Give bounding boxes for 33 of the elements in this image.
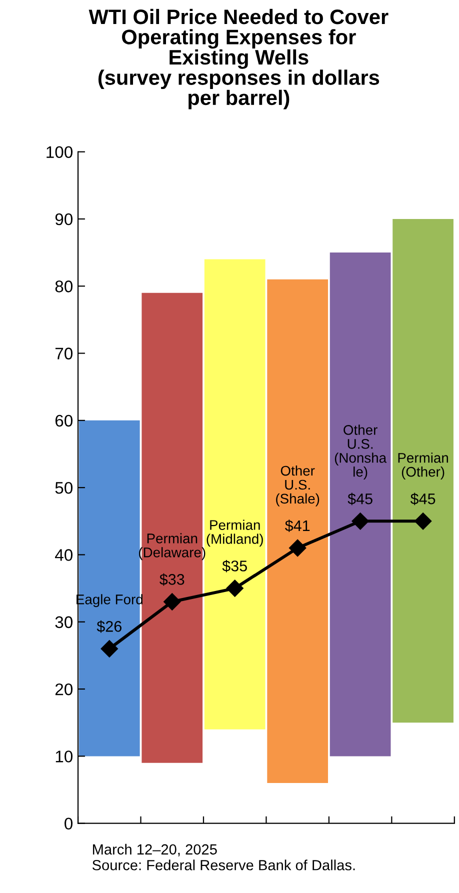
bar — [267, 279, 328, 784]
data-label: $35 — [222, 560, 247, 572]
bar — [330, 252, 391, 756]
y-tick-label: 60 — [55, 414, 73, 427]
text: March 12–20, 2025 Source: Federal Reserve Bank of Dallas. — [92, 844, 355, 870]
y-tick-label: 0 — [64, 818, 73, 830]
y-tick-label: 30 — [55, 616, 73, 628]
data-label: $45 — [348, 492, 372, 506]
x-tick-label: Other U.S. (Nonsha le) — [334, 424, 387, 480]
bar — [204, 259, 266, 730]
point — [289, 539, 306, 557]
bar — [392, 218, 454, 723]
y-tick-label: 20 — [55, 683, 73, 696]
point — [352, 512, 369, 530]
point — [226, 580, 244, 597]
y-tick-label: 40 — [55, 549, 73, 561]
data-label: $41 — [285, 520, 310, 532]
x-tick-label: Permian (Other) — [398, 452, 448, 480]
point — [414, 512, 432, 530]
y-tick-label: 90 — [55, 213, 73, 226]
y-tick-label: 80 — [55, 280, 73, 292]
data-label: $33 — [160, 573, 184, 586]
y-tick-label: 10 — [56, 750, 73, 762]
y-tick-label: 70 — [55, 348, 73, 360]
chart-title: WTI Oil Price Needed to Cover Operating Expenses for Existing Wells (survey responses in dollars per barrel) — [88, 8, 388, 110]
x-tick-label: Other U.S. (Shale) — [276, 465, 320, 506]
point — [164, 593, 181, 610]
point — [100, 640, 118, 658]
y-tick-label: 100 — [46, 146, 73, 158]
y-tick-label: 50 — [55, 482, 73, 494]
data-label: $26 — [96, 620, 122, 633]
data-label: $45 — [410, 492, 436, 506]
x-tick-label: Permian (Midland) — [206, 520, 263, 547]
